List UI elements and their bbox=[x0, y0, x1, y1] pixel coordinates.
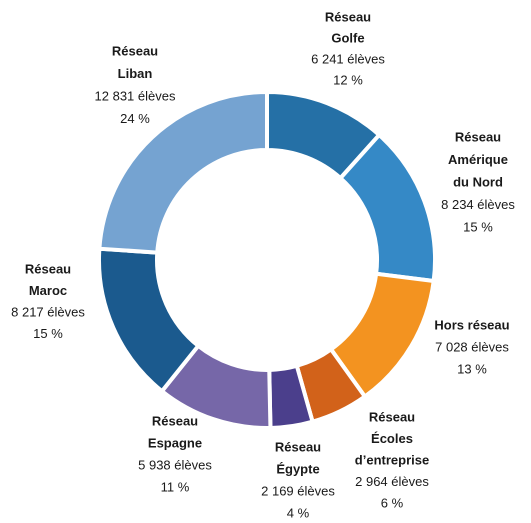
category-label: Écoles bbox=[371, 431, 413, 446]
category-label: Réseau bbox=[369, 409, 415, 424]
category-label: Égypte bbox=[276, 461, 319, 476]
value-label: 8 217 élèves bbox=[11, 304, 85, 319]
category-label: du Nord bbox=[453, 174, 503, 189]
category-label: Réseau bbox=[25, 261, 71, 276]
value-label: 2 964 élèves bbox=[355, 474, 429, 489]
category-label: Réseau bbox=[152, 413, 198, 428]
category-label: d’entreprise bbox=[355, 452, 429, 467]
category-label: Réseau bbox=[325, 9, 371, 24]
value-label: 7 028 élèves bbox=[435, 339, 509, 354]
category-label: Golfe bbox=[331, 30, 364, 45]
category-label: Réseau bbox=[455, 129, 501, 144]
category-label: Réseau bbox=[112, 43, 158, 58]
value-label: 5 938 élèves bbox=[138, 457, 212, 472]
category-label: Espagne bbox=[148, 435, 202, 450]
value-label: 6 241 élèves bbox=[311, 51, 385, 66]
share-label: 11 % bbox=[161, 479, 190, 494]
slice bbox=[97, 89, 269, 255]
category-label: Réseau bbox=[275, 439, 321, 454]
share-label: 6 % bbox=[381, 495, 404, 510]
value-label: 2 169 élèves bbox=[261, 483, 335, 498]
share-label: 13 % bbox=[457, 361, 487, 376]
share-label: 24 % bbox=[120, 111, 150, 126]
category-label: Liban bbox=[118, 66, 153, 81]
value-label: 12 831 élèves bbox=[95, 88, 176, 103]
share-label: 4 % bbox=[287, 505, 310, 520]
share-label: 12 % bbox=[333, 72, 363, 87]
value-label: 8 234 élèves bbox=[441, 197, 515, 212]
share-label: 15 % bbox=[33, 326, 63, 341]
category-label: Maroc bbox=[29, 283, 67, 298]
share-label: 15 % bbox=[463, 219, 493, 234]
category-label: Amérique bbox=[448, 152, 508, 167]
category-label: Hors réseau bbox=[434, 317, 509, 332]
